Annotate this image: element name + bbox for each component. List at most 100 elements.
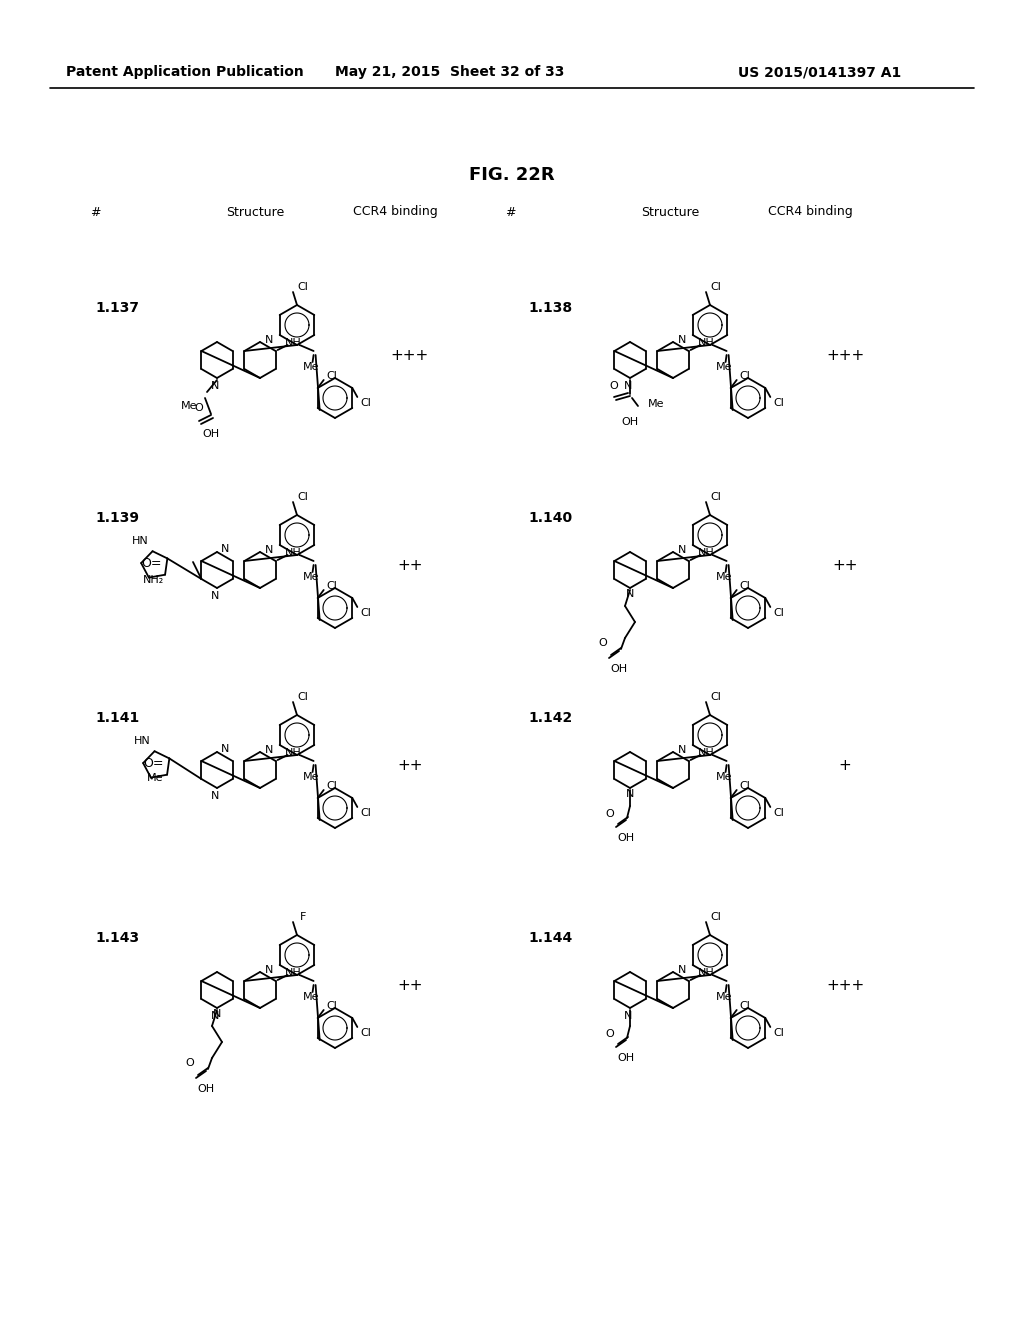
Text: NH: NH xyxy=(698,338,715,348)
Text: N: N xyxy=(678,744,686,755)
Text: ++: ++ xyxy=(397,978,423,993)
Text: NH: NH xyxy=(698,748,715,758)
Text: N: N xyxy=(678,965,686,975)
Text: N: N xyxy=(211,791,219,801)
Text: ++: ++ xyxy=(833,557,858,573)
Text: N: N xyxy=(221,744,229,754)
Text: Cl: Cl xyxy=(773,399,783,408)
Text: US 2015/0141397 A1: US 2015/0141397 A1 xyxy=(738,65,901,79)
Text: Cl: Cl xyxy=(773,609,783,618)
Text: N: N xyxy=(626,589,634,599)
Text: Cl: Cl xyxy=(739,781,751,791)
Text: ++: ++ xyxy=(397,557,423,573)
Text: Structure: Structure xyxy=(226,206,284,219)
Text: N: N xyxy=(265,965,273,975)
Text: Me: Me xyxy=(303,772,319,781)
Text: OH: OH xyxy=(617,1053,635,1063)
Text: N: N xyxy=(211,381,219,391)
Text: +++: +++ xyxy=(826,347,864,363)
Text: O: O xyxy=(185,1059,194,1068)
Text: HN: HN xyxy=(132,536,148,546)
Text: NH: NH xyxy=(286,548,302,558)
Text: NH₂: NH₂ xyxy=(142,576,164,586)
Text: #: # xyxy=(90,206,100,219)
Text: +++: +++ xyxy=(826,978,864,993)
Text: Cl: Cl xyxy=(327,581,337,591)
Text: Cl: Cl xyxy=(739,371,751,381)
Text: Cl: Cl xyxy=(359,1028,371,1038)
Text: Me: Me xyxy=(717,993,733,1002)
Text: OH: OH xyxy=(610,664,628,675)
Text: F: F xyxy=(300,912,306,921)
Text: Cl: Cl xyxy=(711,692,722,702)
Text: NH: NH xyxy=(286,338,302,348)
Text: Cl: Cl xyxy=(359,808,371,818)
Text: Me: Me xyxy=(648,399,665,409)
Text: Cl: Cl xyxy=(773,1028,783,1038)
Text: CCR4 binding: CCR4 binding xyxy=(352,206,437,219)
Text: FIG. 22R: FIG. 22R xyxy=(469,166,555,183)
Text: 1.141: 1.141 xyxy=(95,711,139,725)
Text: +: + xyxy=(839,758,851,772)
Text: OH: OH xyxy=(203,429,219,440)
Text: N: N xyxy=(211,1011,219,1020)
Text: Me: Me xyxy=(717,572,733,582)
Text: Cl: Cl xyxy=(327,371,337,381)
Text: Cl: Cl xyxy=(359,399,371,408)
Text: 1.139: 1.139 xyxy=(95,511,139,525)
Text: 1.144: 1.144 xyxy=(528,931,572,945)
Text: Cl: Cl xyxy=(739,1001,751,1011)
Text: N: N xyxy=(265,545,273,554)
Text: 1.138: 1.138 xyxy=(528,301,572,315)
Text: O: O xyxy=(195,403,203,413)
Text: Me: Me xyxy=(717,362,733,372)
Text: Me: Me xyxy=(180,401,197,411)
Text: OH: OH xyxy=(198,1084,215,1094)
Text: O: O xyxy=(605,1030,614,1039)
Text: N: N xyxy=(624,1011,632,1020)
Text: Me: Me xyxy=(303,362,319,372)
Text: +++: +++ xyxy=(391,347,429,363)
Text: Cl: Cl xyxy=(327,1001,337,1011)
Text: N: N xyxy=(265,335,273,345)
Text: O: O xyxy=(598,638,607,648)
Text: N: N xyxy=(213,1008,221,1019)
Text: O=: O= xyxy=(141,557,162,570)
Text: O=: O= xyxy=(143,756,164,770)
Text: O: O xyxy=(609,381,618,391)
Text: Me: Me xyxy=(717,772,733,781)
Text: Patent Application Publication: Patent Application Publication xyxy=(67,65,304,79)
Text: Cl: Cl xyxy=(711,282,722,292)
Text: Cl: Cl xyxy=(327,781,337,791)
Text: Cl: Cl xyxy=(298,492,308,502)
Text: #: # xyxy=(505,206,515,219)
Text: NH: NH xyxy=(286,748,302,758)
Text: Structure: Structure xyxy=(641,206,699,219)
Text: ++: ++ xyxy=(397,758,423,772)
Text: Cl: Cl xyxy=(739,581,751,591)
Text: NH: NH xyxy=(698,548,715,558)
Text: 1.140: 1.140 xyxy=(528,511,572,525)
Text: Cl: Cl xyxy=(359,609,371,618)
Text: N: N xyxy=(678,545,686,554)
Text: N: N xyxy=(265,744,273,755)
Text: Cl: Cl xyxy=(711,912,722,921)
Text: N: N xyxy=(211,591,219,601)
Text: CCR4 binding: CCR4 binding xyxy=(768,206,852,219)
Text: 1.143: 1.143 xyxy=(95,931,139,945)
Text: Me: Me xyxy=(147,774,164,784)
Text: 1.142: 1.142 xyxy=(528,711,572,725)
Text: Cl: Cl xyxy=(298,692,308,702)
Text: N: N xyxy=(626,789,634,799)
Text: N: N xyxy=(221,544,229,554)
Text: Me: Me xyxy=(303,572,319,582)
Text: Cl: Cl xyxy=(773,808,783,818)
Text: N: N xyxy=(624,381,632,391)
Text: O: O xyxy=(605,809,614,818)
Text: 1.137: 1.137 xyxy=(95,301,139,315)
Text: May 21, 2015  Sheet 32 of 33: May 21, 2015 Sheet 32 of 33 xyxy=(335,65,564,79)
Text: HN: HN xyxy=(134,737,151,746)
Text: OH: OH xyxy=(617,833,635,843)
Text: Cl: Cl xyxy=(298,282,308,292)
Text: NH: NH xyxy=(698,968,715,978)
